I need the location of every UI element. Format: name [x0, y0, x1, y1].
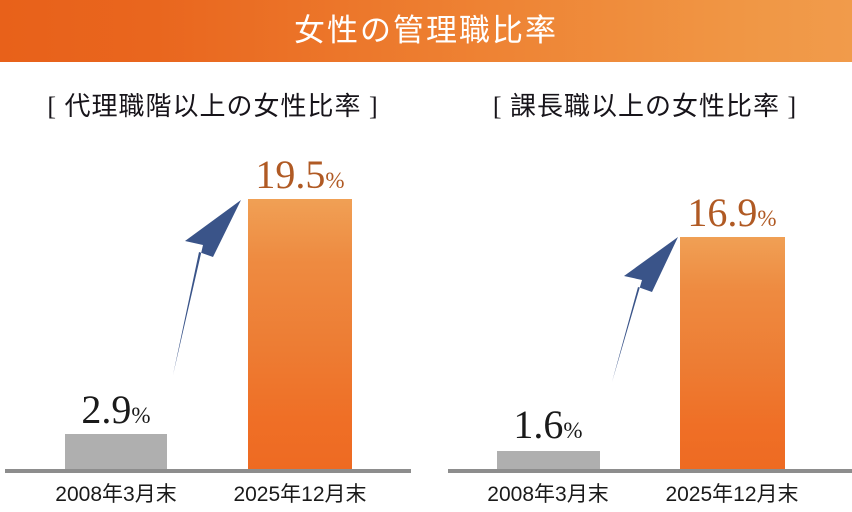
- chart-baseline: [5, 469, 411, 473]
- chart-panel-daikurishokukai: [ 代理職階以上の女性比率 ] 2.9% 2008年3月末 19.5% 2025…: [0, 62, 426, 512]
- axis-label-2008: 2008年3月末: [55, 483, 177, 506]
- chart-panel-kachoshoku: [ 課長職以上の女性比率 ] 1.6% 2008年3月末 16.9% 2025年…: [426, 62, 852, 512]
- growth-arrow-icon: [612, 237, 678, 382]
- axis-label-2008: 2008年3月末: [487, 483, 609, 506]
- bar-value-unit: %: [131, 403, 151, 428]
- chart-plot-area: 2.9% 2008年3月末 19.5% 2025年12月末: [0, 62, 426, 512]
- bar-2025: [680, 237, 785, 473]
- page-title-banner: 女性の管理職比率: [0, 0, 852, 62]
- bar-2008: [65, 434, 167, 473]
- bar-2025: [248, 199, 352, 473]
- bar-value-unit: %: [325, 168, 345, 193]
- bar-value-number: 19.5: [255, 152, 326, 197]
- bar-value-number: 2.9: [81, 387, 132, 432]
- bar-value-label-2008: 2.9%: [56, 390, 176, 430]
- bar-value-label-2025: 19.5%: [230, 155, 370, 195]
- bar-value-number: 16.9: [687, 190, 758, 235]
- chart-subtitle: [ 代理職階以上の女性比率 ]: [47, 92, 379, 121]
- bar-value-label-2025: 16.9%: [662, 193, 802, 233]
- axis-label-2025: 2025年12月末: [233, 483, 367, 506]
- chart-subtitle: [ 課長職以上の女性比率 ]: [492, 92, 798, 121]
- chart-plot-area: 1.6% 2008年3月末 16.9% 2025年12月末: [426, 62, 852, 512]
- bar-value-unit: %: [563, 418, 583, 443]
- bar-value-unit: %: [757, 206, 777, 231]
- growth-arrow-icon: [173, 200, 241, 375]
- page-title: 女性の管理職比率: [294, 12, 558, 48]
- axis-label-2025: 2025年12月末: [665, 483, 799, 506]
- bar-2008: [497, 451, 600, 473]
- bar-value-label-2008: 1.6%: [488, 405, 608, 445]
- bar-value-number: 1.6: [513, 402, 564, 447]
- chart-baseline: [448, 469, 852, 473]
